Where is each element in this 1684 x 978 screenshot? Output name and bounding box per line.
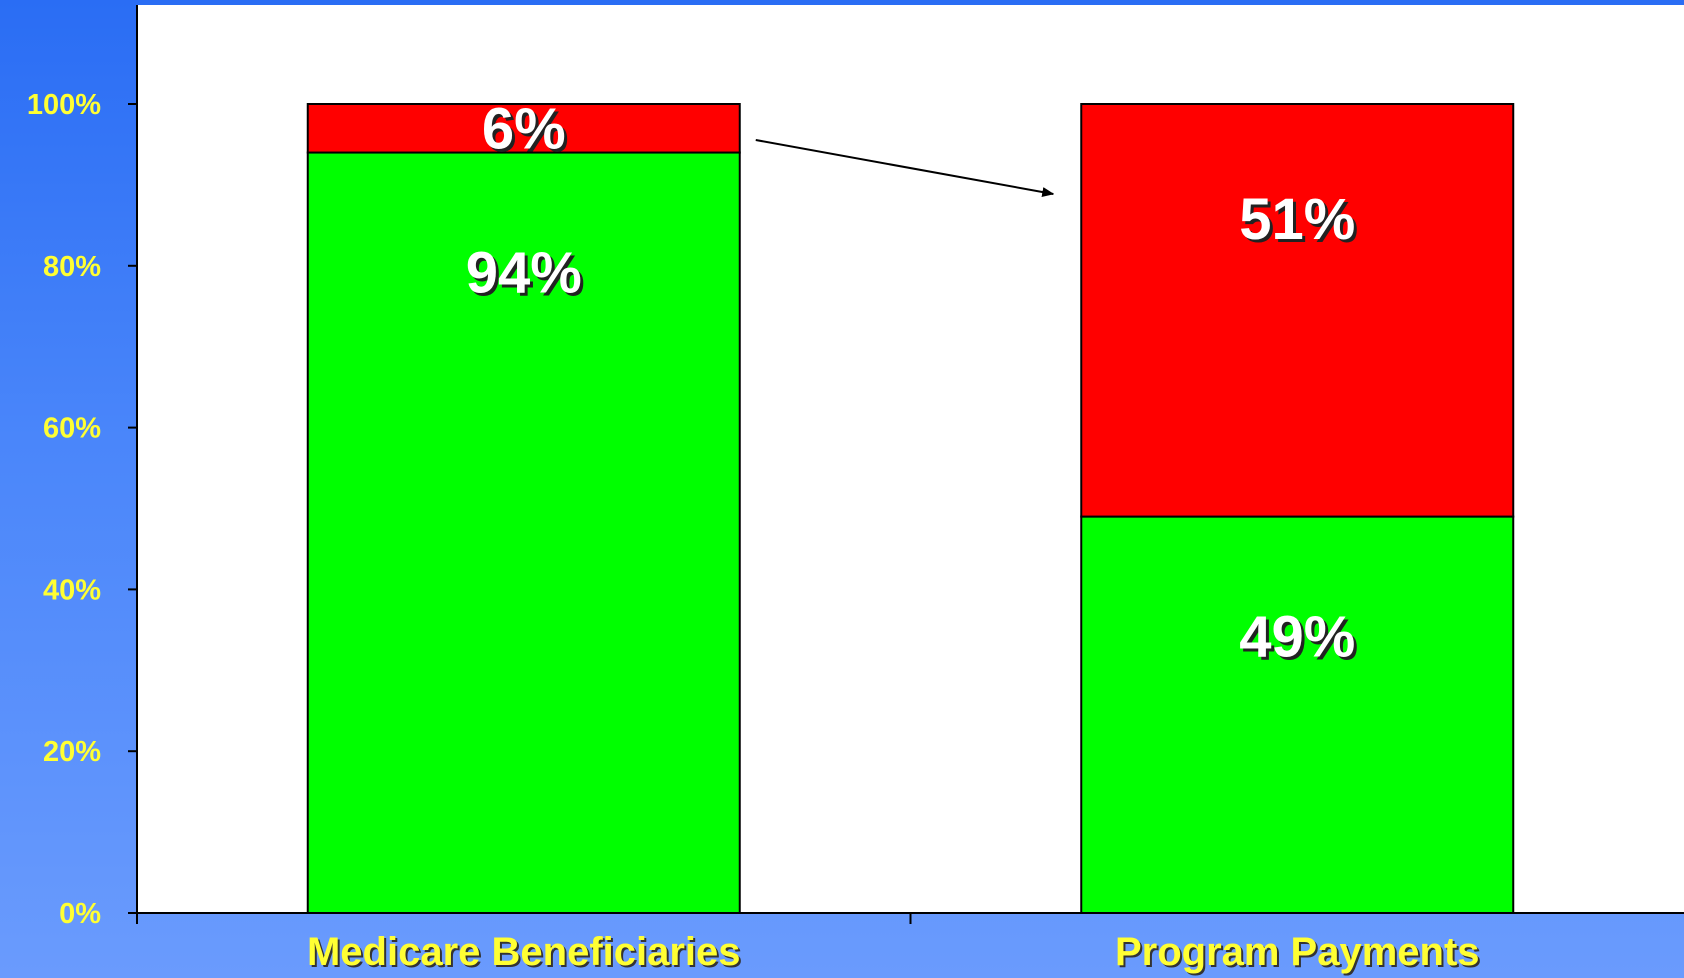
bar-segment [1080, 103, 1515, 518]
data-label: 94% [466, 241, 582, 306]
bars: 94%94%6%6%49%49%51%51% [306, 96, 1515, 915]
category-label: Medicare Beneficiaries [307, 930, 741, 974]
bar-segment [306, 103, 741, 154]
category-label: Program Payments [1115, 930, 1480, 974]
y-tick-label: 20% [43, 736, 101, 768]
data-label-shadow: 51% [1242, 190, 1358, 255]
category-label-shadow: Medicare Beneficiaries [309, 932, 743, 976]
data-label: 6% [482, 96, 566, 161]
y-axis-ticks: 0% 20% 40% 60% 80% 100% [27, 89, 912, 930]
data-label: 49% [1239, 605, 1355, 670]
bar-segment [306, 151, 741, 915]
data-label-shadow: 94% [469, 244, 585, 309]
y-tick-label: 40% [43, 574, 101, 606]
y-tick-label: 0% [59, 898, 101, 930]
arrow-annotation [755, 139, 1055, 197]
y-tick-label: 60% [43, 413, 101, 445]
y-tick-label: 80% [43, 251, 101, 283]
data-label: 51% [1239, 187, 1355, 252]
category-label-shadow: Program Payments [1117, 932, 1482, 976]
data-label-shadow: 6% [485, 99, 569, 164]
data-label-shadow: 49% [1242, 608, 1358, 673]
y-tick-label: 100% [27, 89, 101, 121]
annotations [755, 139, 1055, 197]
bar-segment [1080, 515, 1515, 915]
